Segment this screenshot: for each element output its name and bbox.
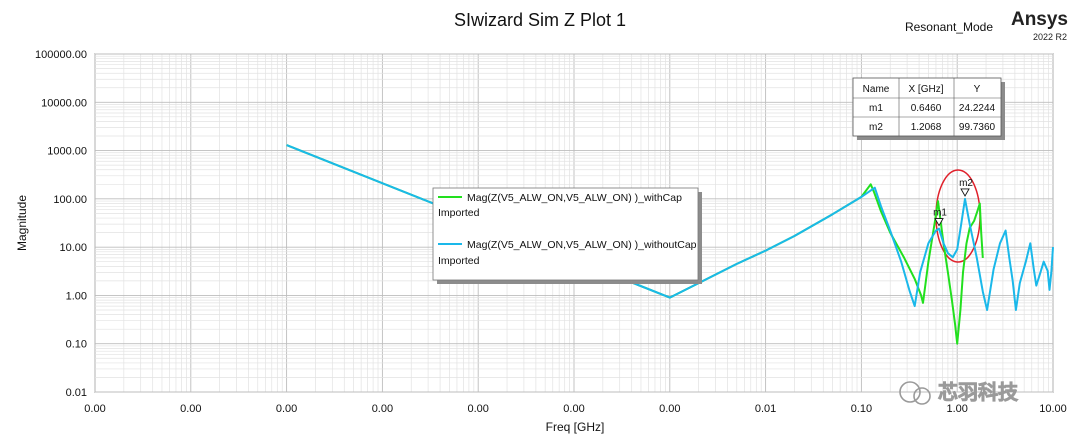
table-cell-m2-y: 99.7360: [959, 122, 996, 133]
marker-triangle-m1: [934, 218, 944, 227]
marker-group: m1 m2: [933, 178, 973, 227]
table-header-name: Name: [863, 84, 890, 95]
brand-logo: Ansys: [1011, 9, 1068, 30]
table-cell-m1-x: 0.6460: [911, 103, 942, 114]
y-tick-label: 100.00: [53, 194, 87, 206]
x-tick-label: 0.00: [659, 403, 680, 415]
y-tick-label: 0.10: [66, 339, 87, 351]
x-tick-label: 1.00: [946, 403, 967, 415]
x-tick-label: 0.00: [276, 403, 297, 415]
series-line-withoutcap: [286, 144, 1054, 311]
watermark: 芯羽科技: [899, 380, 1019, 405]
x-tick-label: 0.00: [467, 403, 488, 415]
marker-triangle-m2: [960, 188, 970, 197]
legend: Mag(Z(V5_ALW_ON,V5_ALW_ON) )_withCap Imp…: [432, 187, 702, 284]
marker-label-m1: m1: [933, 208, 947, 219]
axis-ticks: 100000.00 10000.00 1000.00 100.00 10.00 1.00 0…: [35, 49, 1067, 415]
legend-label-withcap: Mag(Z(V5_ALW_ON,V5_ALW_ON) )_withCap: [467, 192, 682, 204]
y-tick-label: 1.00: [66, 290, 87, 302]
table-cell-m1-name: m1: [869, 103, 883, 114]
y-tick-label: 10.00: [59, 242, 87, 254]
x-tick-label: 0.01: [755, 403, 776, 415]
table-cell-m2-x: 1.2068: [911, 122, 942, 133]
mode-label: Resonant_Mode: [905, 20, 993, 34]
y-tick-label: 100000.00: [35, 49, 87, 61]
watermark-wechat-icon: [899, 381, 921, 403]
legend-label-withoutcap: Mag(Z(V5_ALW_ON,V5_ALW_ON) )_withoutCap: [467, 239, 697, 251]
x-tick-label: 10.00: [1039, 403, 1067, 415]
marker-table: Name X [GHz] Y m1 0.6460 24.2244 m2 1.20…: [852, 77, 1005, 140]
x-tick-label: 0.00: [372, 403, 393, 415]
x-axis-label: Freq [GHz]: [546, 420, 605, 434]
table-cell-m2-name: m2: [869, 122, 883, 133]
brand-version: 2022 R2: [1033, 32, 1067, 42]
y-axis-label: Magnitude: [15, 195, 29, 251]
x-tick-label: 0.00: [180, 403, 201, 415]
x-tick-label: 0.00: [84, 403, 105, 415]
legend-source-withcap: Imported: [438, 207, 480, 219]
y-tick-label: 10000.00: [41, 97, 87, 109]
y-tick-label: 0.01: [66, 387, 87, 399]
table-header-x: X [GHz]: [908, 84, 943, 95]
marker-label-m2: m2: [959, 178, 973, 189]
chart-title: SIwizard Sim Z Plot 1: [454, 10, 626, 30]
grid-lines: [94, 53, 1054, 393]
x-tick-label: 0.00: [563, 403, 584, 415]
y-tick-label: 1000.00: [47, 146, 87, 158]
table-header-y: Y: [974, 84, 981, 95]
legend-source-withoutcap: Imported: [438, 255, 480, 267]
table-cell-m1-y: 24.2244: [959, 103, 996, 114]
watermark-text: 芯羽科技: [938, 380, 1019, 404]
x-tick-label: 0.10: [851, 403, 872, 415]
series-group: [286, 144, 1054, 345]
